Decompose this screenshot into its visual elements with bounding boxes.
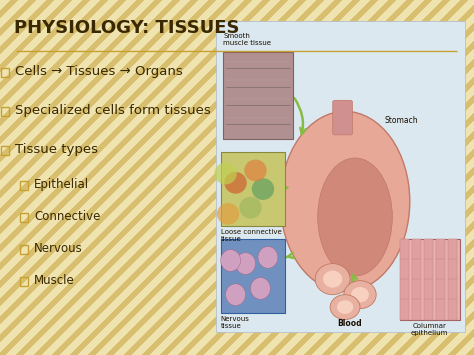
Bar xyxy=(221,152,285,226)
Ellipse shape xyxy=(217,203,239,225)
Ellipse shape xyxy=(337,300,353,314)
Ellipse shape xyxy=(280,111,410,291)
Text: Smooth
muscle tissue: Smooth muscle tissue xyxy=(223,33,271,46)
Ellipse shape xyxy=(244,159,267,181)
Ellipse shape xyxy=(344,281,376,308)
Ellipse shape xyxy=(226,284,246,306)
Ellipse shape xyxy=(318,158,392,276)
Ellipse shape xyxy=(351,287,369,302)
Text: Cells → Tissues → Organs: Cells → Tissues → Organs xyxy=(15,65,183,78)
Ellipse shape xyxy=(258,246,278,268)
Bar xyxy=(1,106,9,115)
Ellipse shape xyxy=(221,250,241,271)
Text: Connective: Connective xyxy=(34,211,100,223)
Bar xyxy=(1,146,9,155)
Ellipse shape xyxy=(315,263,350,295)
Bar xyxy=(400,239,459,320)
Bar xyxy=(216,21,465,332)
Text: Stomach: Stomach xyxy=(385,116,419,125)
Bar xyxy=(400,239,410,320)
Bar xyxy=(20,181,28,190)
Bar xyxy=(20,213,28,222)
Bar xyxy=(447,239,457,320)
Text: PHYSIOLOGY: TISSUES: PHYSIOLOGY: TISSUES xyxy=(14,20,240,37)
Bar xyxy=(436,239,445,320)
Ellipse shape xyxy=(323,271,342,288)
FancyBboxPatch shape xyxy=(333,100,352,135)
Text: Loose connective
tissue: Loose connective tissue xyxy=(221,229,282,242)
Text: Columnar
epithelium: Columnar epithelium xyxy=(411,323,448,335)
Ellipse shape xyxy=(214,163,237,184)
Text: Muscle: Muscle xyxy=(34,274,75,287)
Ellipse shape xyxy=(239,197,262,219)
Bar xyxy=(223,53,293,140)
Text: Tissue types: Tissue types xyxy=(15,143,98,156)
Bar xyxy=(424,239,433,320)
Bar xyxy=(412,239,421,320)
Ellipse shape xyxy=(224,172,247,194)
Bar xyxy=(221,239,285,313)
Ellipse shape xyxy=(236,253,255,274)
Text: Blood: Blood xyxy=(338,320,362,328)
Ellipse shape xyxy=(252,178,274,200)
Bar xyxy=(20,277,28,286)
Text: Specialized cells form tissues: Specialized cells form tissues xyxy=(15,104,211,117)
Ellipse shape xyxy=(250,278,270,299)
Text: Nervous: Nervous xyxy=(34,242,83,255)
Text: Nervous
tissue: Nervous tissue xyxy=(221,316,249,329)
Bar xyxy=(1,67,9,76)
Bar xyxy=(20,245,28,254)
Ellipse shape xyxy=(330,295,360,320)
Text: Epithelial: Epithelial xyxy=(34,179,89,191)
